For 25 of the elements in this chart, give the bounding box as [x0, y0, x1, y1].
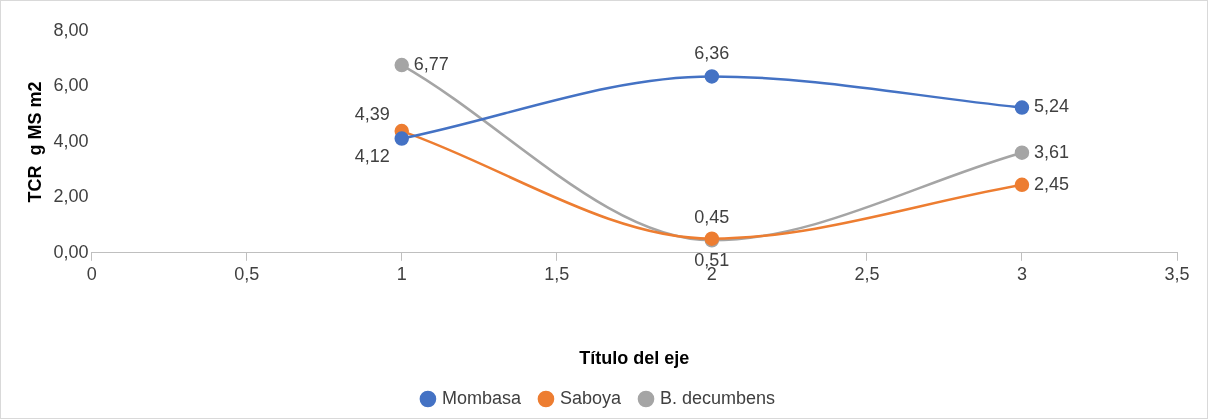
legend-label: B. decumbens — [660, 387, 776, 408]
y-axis-title: TCR g MS m2 — [24, 81, 45, 203]
legend-label: Saboya — [559, 387, 622, 408]
data-label: 2,45 — [1033, 173, 1069, 194]
y-tick-label: 2,00 — [53, 186, 89, 207]
x-tick-label: 1,5 — [544, 263, 570, 284]
y-tick-label: 6,00 — [53, 75, 89, 96]
x-tick-label: 0,5 — [234, 263, 260, 284]
data-label: 4,12 — [354, 145, 390, 166]
y-tick-label: 8,00 — [53, 19, 89, 40]
data-label: 6,77 — [413, 54, 449, 75]
x-tick-label: 3 — [1016, 263, 1027, 284]
data-label: 3,61 — [1033, 141, 1069, 162]
legend-label: Mombasa — [441, 387, 522, 408]
x-tick-label: 0 — [86, 263, 97, 284]
y-tick-label: 0,00 — [53, 241, 89, 262]
x-tick-label: 2,5 — [854, 263, 880, 284]
data-label: 6,36 — [694, 43, 730, 64]
data-label: 4,39 — [354, 104, 390, 125]
data-label: 5,24 — [1033, 96, 1069, 117]
x-axis-title: Título del eje — [579, 348, 690, 369]
x-tick-label: 3,5 — [1164, 263, 1190, 284]
data-label: 0,45 — [694, 207, 730, 228]
x-tick-label: 1 — [396, 263, 407, 284]
y-tick-label: 4,00 — [53, 130, 89, 151]
